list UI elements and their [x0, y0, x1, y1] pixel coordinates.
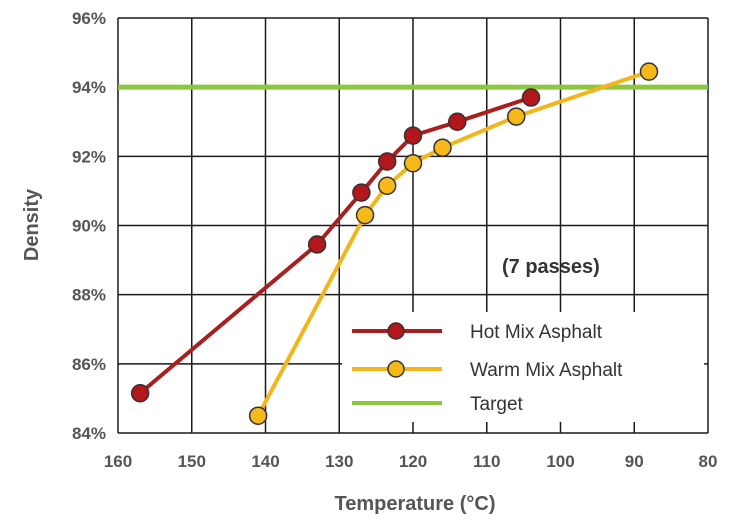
legend-label-target: Target — [470, 394, 524, 415]
data-point-warm-mix — [507, 107, 526, 126]
x-tick-label: 80 — [699, 452, 718, 471]
x-tick-label: 120 — [399, 452, 427, 471]
legend-label-hot-mix: Hot Mix Asphalt — [470, 322, 603, 343]
data-point-warm-mix — [403, 154, 423, 173]
series-layer — [130, 62, 659, 425]
y-tick-label: 90% — [72, 217, 106, 236]
data-point-hot-mix — [403, 126, 423, 145]
data-point-hot-mix — [130, 383, 150, 403]
data-point-warm-mix — [248, 406, 268, 425]
x-tick-label: 150 — [178, 452, 206, 471]
data-point-warm-mix — [433, 138, 452, 157]
data-point-hot-mix — [448, 112, 467, 131]
x-axis-label: Temperature (°C) — [335, 493, 496, 515]
passes-annotation: (7 passes) — [502, 256, 600, 278]
y-tick-label: 84% — [72, 424, 106, 443]
x-tick-label: 160 — [104, 452, 132, 471]
data-point-hot-mix — [352, 183, 371, 202]
x-tick-label: 90 — [625, 452, 644, 471]
x-tick-label: 130 — [325, 452, 353, 471]
x-tick-label: 110 — [473, 452, 500, 471]
data-point-hot-mix — [377, 152, 397, 171]
tick-labels: 160 150 140 130 120 110 100 90 80 84% 86% 88% 90% 92%… — [72, 9, 717, 471]
data-point-hot-mix — [521, 88, 541, 107]
legend-marker-warm-mix — [387, 360, 405, 378]
legend: Hot Mix Asphalt Warm Mix Asphalt Target — [342, 312, 704, 422]
legend-label-warm-mix: Warm Mix Asphalt — [470, 360, 623, 381]
data-point-warm-mix — [377, 176, 397, 195]
y-tick-label: 92% — [72, 147, 106, 166]
y-tick-label: 88% — [72, 286, 106, 305]
y-tick-label: 96% — [72, 9, 106, 28]
data-point-warm-mix — [355, 205, 375, 225]
x-tick-label: 100 — [546, 452, 574, 471]
data-point-hot-mix — [307, 235, 327, 254]
y-axis-label: Density — [21, 188, 43, 261]
data-point-warm-mix — [639, 62, 659, 81]
y-tick-label: 86% — [72, 355, 106, 374]
x-tick-label: 140 — [251, 452, 279, 471]
legend-marker-hot-mix — [387, 322, 405, 340]
y-tick-label: 94% — [72, 78, 106, 97]
